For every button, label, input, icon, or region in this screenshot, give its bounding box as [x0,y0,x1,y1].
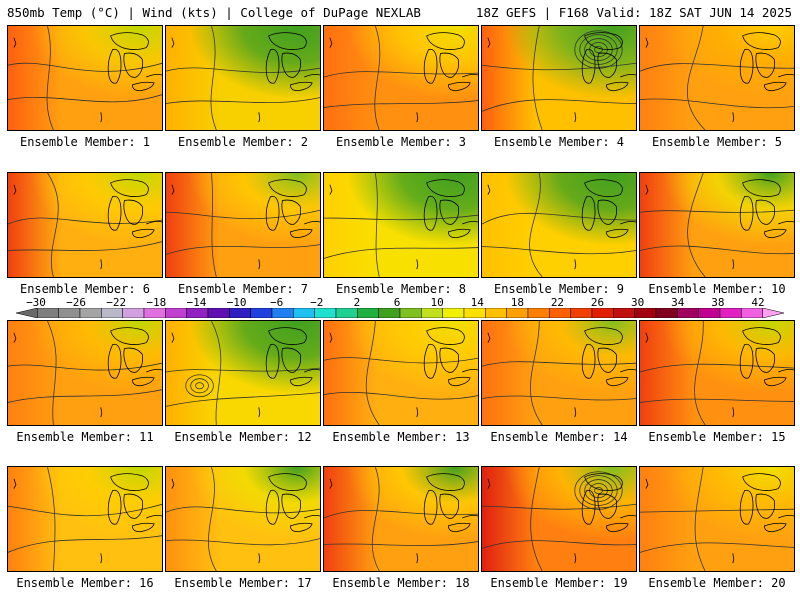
colorbar-tick-label: 6 [393,296,401,309]
colorbar-swatch [293,308,315,318]
ensemble-map-panel [481,172,637,278]
colorbar-swatch [506,308,529,318]
ensemble-member-label: Ensemble Member: 14 [490,430,628,444]
ensemble-map-panel [165,466,321,572]
colorbar-swatch [677,308,699,318]
colorbar-swatch [250,308,273,318]
colorbar-swatch [421,308,443,318]
colorbar-tick-label: 22 [550,296,565,309]
ensemble-map-panel [7,466,163,572]
ensemble-map-panel [481,320,637,426]
ensemble-map-panel [639,466,795,572]
colorbar-swatch [378,308,401,318]
ensemble-map-panel [7,25,163,131]
colorbar-swatch [314,308,337,318]
colorbar-swatch [122,308,145,318]
colorbar-swatch [634,308,657,318]
ensemble-member-label: Ensemble Member: 2 [177,135,309,149]
ensemble-map-panel [481,466,637,572]
colorbar-swatch [101,308,123,318]
colorbar-tick-label: 2 [353,296,361,309]
ensemble-map-panel [323,320,479,426]
ensemble-member-label: Ensemble Member: 9 [493,282,625,296]
colorbar-tick-label: 26 [590,296,605,309]
colorbar-swatch [271,308,294,318]
ensemble-map-panel [639,320,795,426]
colorbar-swatch [613,308,635,318]
ensemble-member-label: Ensemble Member: 1 [19,135,151,149]
ensemble-member-label: Ensemble Member: 10 [648,282,786,296]
temperature-colorbar [16,308,784,318]
ensemble-member-label: Ensemble Member: 8 [335,282,467,296]
colorbar-swatch [37,308,59,318]
colorbar-tick-label: 38 [711,296,725,309]
ensemble-member-label: Ensemble Member: 3 [335,135,467,149]
ensemble-member-label: Ensemble Member: 4 [493,135,625,149]
ensemble-member-label: Ensemble Member: 16 [16,576,154,590]
colorbar-swatch [485,308,507,318]
ensemble-map-panel [323,25,479,131]
colorbar-tick-label: −6 [270,296,284,309]
colorbar-tick-label: −30 [26,296,46,309]
colorbar-swatch [591,308,614,318]
colorbar-swatch [357,308,379,318]
colorbar-swatch [229,308,251,318]
ensemble-map-panel [323,466,479,572]
ensemble-member-label: Ensemble Member: 7 [177,282,309,296]
colorbar-swatch [143,308,166,318]
colorbar-swatch [527,308,550,318]
ensemble-member-label: Ensemble Member: 18 [332,576,470,590]
ensemble-map-panel [481,25,637,131]
colorbar-swatch [719,308,742,318]
ensemble-member-label: Ensemble Member: 19 [490,576,628,590]
ensemble-member-label: Ensemble Member: 11 [16,430,154,444]
ensemble-member-label: Ensemble Member: 17 [174,576,312,590]
colorbar-tick-label: −10 [226,296,247,309]
colorbar-tick-label: 10 [430,296,444,309]
colorbar-swatch [463,308,486,318]
colorbar-swatch [207,308,230,318]
ensemble-map-panel [639,172,795,278]
ensemble-member-label: Ensemble Member: 15 [648,430,786,444]
ensemble-map-panel [165,320,321,426]
colorbar-swatch [79,308,102,318]
colorbar-tick-label: 42 [751,296,765,309]
colorbar-swatch [655,308,678,318]
ensemble-map-panel [7,320,163,426]
colorbar-tick-label: −18 [146,296,167,309]
colorbar-swatch [442,308,465,318]
valid-time: 18Z GEFS | F168 Valid: 18Z SAT JUN 14 20… [475,5,792,20]
colorbar-tick-label: −14 [186,296,207,309]
colorbar-swatch [698,308,721,318]
colorbar-swatch [399,308,422,318]
ensemble-member-label: Ensemble Member: 6 [19,282,151,296]
ensemble-map-panel [165,25,321,131]
ensemble-map-panel [639,25,795,131]
colorbar-swatch [16,308,38,318]
colorbar-swatch [335,308,358,318]
map-title: 850mb Temp (°C) | Wind (kts) | College o… [7,5,421,20]
ensemble-map-panel [165,172,321,278]
colorbar-tick-label: 34 [671,296,685,309]
ensemble-member-label: Ensemble Member: 5 [651,135,783,149]
colorbar-tick-label: 14 [470,296,484,309]
colorbar-swatch [549,308,571,318]
colorbar-swatch [762,308,784,318]
ensemble-map-panel [7,172,163,278]
colorbar-tick-label: −22 [106,296,127,309]
colorbar-tick-label: −26 [66,296,87,309]
colorbar-tick-label: 30 [631,296,645,309]
ensemble-member-label: Ensemble Member: 20 [648,576,786,590]
ensemble-member-label: Ensemble Member: 12 [174,430,312,444]
colorbar-swatch [58,308,81,318]
colorbar-swatch [741,308,763,318]
colorbar-tick-label: −2 [310,296,324,309]
ensemble-map-panel [323,172,479,278]
colorbar-swatch [570,308,593,318]
colorbar-swatch [186,308,209,318]
ensemble-member-label: Ensemble Member: 13 [332,430,470,444]
colorbar-swatch [165,308,187,318]
colorbar-tick-label: 18 [510,296,524,309]
